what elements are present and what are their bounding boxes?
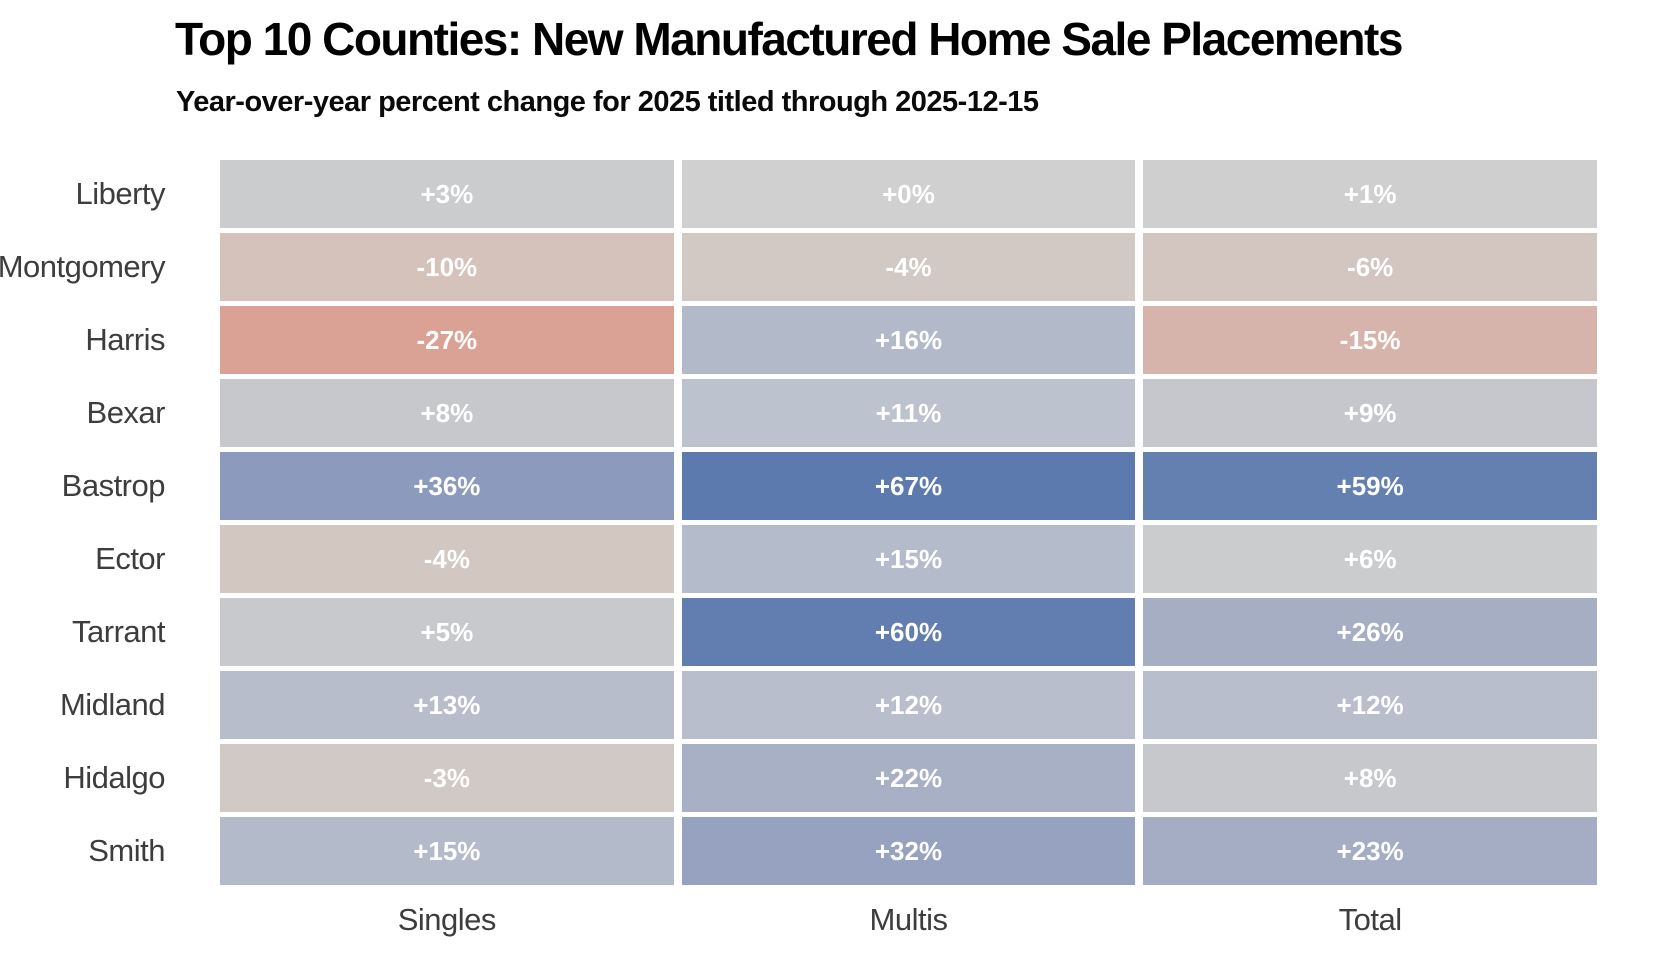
heatmap-cell-tarrant-singles: +5% [220, 598, 674, 666]
row-label-ector: Ector [95, 541, 165, 576]
heatmap-cell-midland-singles: +13% [220, 671, 674, 739]
heatmap-cell-smith-singles: +15% [220, 817, 674, 885]
heatmap-cell-harris-multis: +16% [681, 306, 1136, 374]
chart-title: Top 10 Counties: New Manufactured Home S… [175, 13, 1403, 65]
row-label-tarrant: Tarrant [72, 614, 165, 649]
heatmap-cell-smith-total: +23% [1143, 817, 1597, 885]
heatmap-grid: Liberty +3% +0% +1% Montgomery -10% -4% -6% Harr… [0, 160, 1597, 958]
column-label-singles: Singles [397, 902, 497, 937]
heatmap-cell-ector-multis: +15% [681, 525, 1136, 593]
row-label-midland: Midland [59, 687, 166, 722]
heatmap-cell-bexar-total: +9% [1143, 379, 1597, 447]
column-label-total: Total [1338, 902, 1402, 937]
heatmap-cell-ector-total: +6% [1143, 525, 1597, 593]
heatmap-cell-bexar-singles: +8% [220, 379, 674, 447]
row-label-liberty: Liberty [75, 176, 165, 211]
heatmap-cell-midland-multis: +12% [681, 671, 1136, 739]
heatmap-cell-bastrop-singles: +36% [220, 452, 674, 520]
heatmap-cell-bastrop-total: +59% [1143, 452, 1597, 520]
heatmap-cell-tarrant-multis: +60% [681, 598, 1136, 666]
heatmap-cell-tarrant-total: +26% [1143, 598, 1597, 666]
heatmap-cell-bastrop-multis: +67% [681, 452, 1136, 520]
heatmap-cell-hidalgo-multis: +22% [681, 744, 1136, 812]
heatmap-cell-montgomery-multis: -4% [681, 233, 1136, 301]
heatmap-cell-ector-singles: -4% [220, 525, 674, 593]
heatmap-cell-smith-multis: +32% [681, 817, 1136, 885]
heatmap-cell-midland-total: +12% [1143, 671, 1597, 739]
heatmap-cell-montgomery-singles: -10% [220, 233, 674, 301]
row-label-hidalgo: Hidalgo [63, 760, 165, 795]
row-label-bexar: Bexar [86, 395, 166, 430]
heatmap-cell-bexar-multis: +11% [681, 379, 1136, 447]
column-label-multis: Multis [869, 902, 948, 937]
row-label-bastrop: Bastrop [61, 468, 166, 503]
heatmap-cell-harris-singles: -27% [220, 306, 674, 374]
axis-corner-spacer [0, 890, 212, 958]
heatmap-cell-hidalgo-total: +8% [1143, 744, 1597, 812]
row-label-montgomery: Montgomery [0, 249, 166, 284]
heatmap-cell-harris-total: -15% [1143, 306, 1597, 374]
heatmap-cell-montgomery-total: -6% [1143, 233, 1597, 301]
heatmap-cell-liberty-total: +1% [1143, 160, 1597, 228]
row-label-smith: Smith [88, 833, 165, 868]
heatmap-cell-hidalgo-singles: -3% [220, 744, 674, 812]
heatmap-cell-liberty-multis: +0% [681, 160, 1136, 228]
chart-subtitle: Year-over-year percent change for 2025 t… [176, 86, 1039, 118]
row-label-harris: Harris [85, 322, 165, 357]
heatmap-cell-liberty-singles: +3% [220, 160, 674, 228]
